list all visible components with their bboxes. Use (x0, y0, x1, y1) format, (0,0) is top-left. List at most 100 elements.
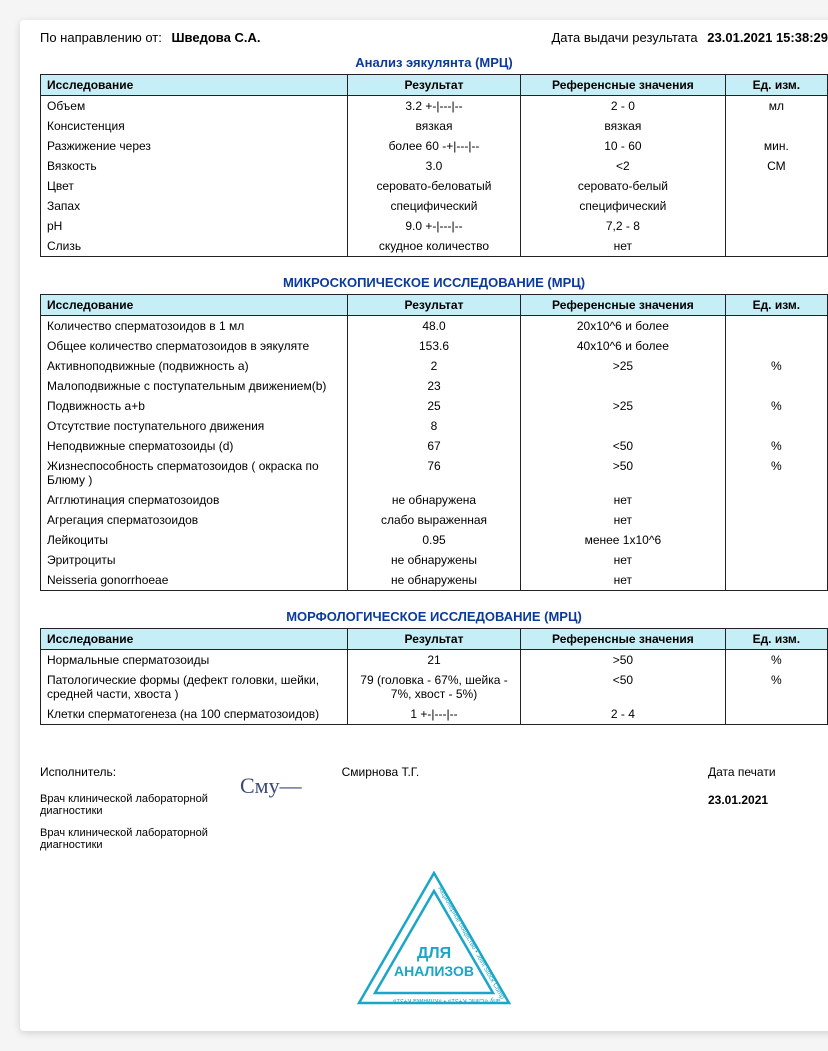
col-reference: Референсные значения (521, 295, 726, 316)
table-cell: 0.95 (347, 530, 520, 550)
table-cell: нет (521, 236, 726, 257)
table-cell: нет (521, 570, 726, 591)
table-cell: 40x10^6 и более (521, 336, 726, 356)
table-cell: мл (725, 96, 827, 117)
table-cell: нет (521, 550, 726, 570)
table-row: Агрегация сперматозоидовслабо выраженная… (41, 510, 828, 530)
col-unit: Ед. изм. (725, 75, 827, 96)
table-cell: Неподвижные сперматозоиды (d) (41, 436, 348, 456)
table-cell (725, 570, 827, 591)
date-block: Дата выдачи результата 23.01.2021 15:38:… (551, 30, 828, 45)
table-cell: % (725, 396, 827, 416)
table-row: Лейкоциты0.95менее 1x10^6 (41, 530, 828, 550)
table-row: Количество сперматозоидов в 1 мл48.020x1… (41, 316, 828, 337)
table-cell: менее 1x10^6 (521, 530, 726, 550)
section1-table: Исследование Результат Референсные значе… (40, 74, 828, 257)
role1: Врач клинической лабораторной диагностик… (40, 793, 210, 817)
table-cell: Общее количество сперматозоидов в эякуля… (41, 336, 348, 356)
table-cell: 20x10^6 и более (521, 316, 726, 337)
exec-name: Смирнова Т.Г. (342, 765, 420, 779)
table-cell: не обнаружены (347, 570, 520, 591)
stamp-text2: АНАЛИЗОВ (394, 963, 474, 979)
table-cell (725, 316, 827, 337)
table-cell: 25 (347, 396, 520, 416)
table-cell: 79 (головка - 67%, шейка - 7%, хвост - 5… (347, 670, 520, 704)
signature: Cму— (240, 773, 302, 851)
table-cell: >25 (521, 396, 726, 416)
from-value: Шведова С.А. (171, 30, 260, 45)
table-cell: 2 (347, 356, 520, 376)
date-value: 23.01.2021 15:38:29 (707, 30, 828, 45)
date-label: Дата выдачи результата (551, 30, 697, 45)
col-result: Результат (347, 629, 520, 650)
table-cell: специфический (521, 196, 726, 216)
table-cell: Лейкоциты (41, 530, 348, 550)
stamp-icon: ДЛЯ АНАЛИЗОВ Акционерное общество • Join… (349, 863, 519, 1013)
col-result: Результат (347, 75, 520, 96)
footer-left: Исполнитель: Врач клинической лабораторн… (40, 765, 210, 851)
table-row: Активноподвижные (подвижность а)2>25% (41, 356, 828, 376)
table-row: Нормальные сперматозоиды21>50% (41, 650, 828, 671)
table-cell: Запах (41, 196, 348, 216)
col-unit: Ед. изм. (725, 295, 827, 316)
table-cell: <50 (521, 670, 726, 704)
table-cell (521, 376, 726, 396)
table-cell: Отсутствие поступательного движения (41, 416, 348, 436)
col-name: Исследование (41, 629, 348, 650)
table-cell: Патологические формы (дефект головки, ше… (41, 670, 348, 704)
footer: Исполнитель: Врач клинической лабораторн… (40, 765, 828, 851)
table-row: pH9.0 +-|---|--7,2 - 8 (41, 216, 828, 236)
exec-label: Исполнитель: (40, 765, 210, 779)
table-cell: Подвижность a+b (41, 396, 348, 416)
table-cell: нет (521, 510, 726, 530)
table-row: Neisseria gonorrhoeaeне обнаруженынет (41, 570, 828, 591)
table-cell: 3.2 +-|---|-- (347, 96, 520, 117)
col-reference: Референсные значения (521, 75, 726, 96)
table-cell (725, 236, 827, 257)
table-cell: 8 (347, 416, 520, 436)
table-row: Слизьскудное количествонет (41, 236, 828, 257)
table-cell: вязкая (521, 116, 726, 136)
table-cell: СМ (725, 156, 827, 176)
section2-title: МИКРОСКОПИЧЕСКОЕ ИССЛЕДОВАНИЕ (МРЦ) (40, 275, 828, 290)
table-cell: Агрегация сперматозоидов (41, 510, 348, 530)
table-row: Жизнеспособность сперматозоидов ( окраск… (41, 456, 828, 490)
table-row: Запахспецифическийспецифический (41, 196, 828, 216)
table-cell (725, 704, 827, 725)
table-cell: % (725, 356, 827, 376)
table-cell: Малоподвижные с поступательным движением… (41, 376, 348, 396)
section3-table: Исследование Результат Референсные значе… (40, 628, 828, 725)
table-cell: вязкая (347, 116, 520, 136)
table-cell: 10 - 60 (521, 136, 726, 156)
table-cell: Разжижение через (41, 136, 348, 156)
table-cell: 3.0 (347, 156, 520, 176)
table-cell: Эритроциты (41, 550, 348, 570)
table-cell (725, 196, 827, 216)
table-cell: 9.0 +-|---|-- (347, 216, 520, 236)
table-row: Объем3.2 +-|---|--2 - 0мл (41, 96, 828, 117)
table-row: Малоподвижные с поступательным движением… (41, 376, 828, 396)
col-reference: Референсные значения (521, 629, 726, 650)
table-row: Отсутствие поступательного движения8 (41, 416, 828, 436)
col-name: Исследование (41, 75, 348, 96)
table-row: Цветсеровато-беловатыйсеровато-белый (41, 176, 828, 196)
table-cell: Слизь (41, 236, 348, 257)
table-cell: Консистенция (41, 116, 348, 136)
col-unit: Ед. изм. (725, 629, 827, 650)
table-cell: скудное количество (347, 236, 520, 257)
table-cell: Количество сперматозоидов в 1 мл (41, 316, 348, 337)
table-cell (521, 416, 726, 436)
table-row: Консистенциявязкаявязкая (41, 116, 828, 136)
table-cell: более 60 -+|---|-- (347, 136, 520, 156)
footer-right: Дата печати 23.01.2021 (708, 765, 828, 851)
table-cell (725, 490, 827, 510)
table-cell: 76 (347, 456, 520, 490)
table-cell: <2 (521, 156, 726, 176)
table-row: Вязкость3.0<2СМ (41, 156, 828, 176)
header-row: По направлению от: Шведова С.А. Дата выд… (40, 30, 828, 45)
table-cell: Объем (41, 96, 348, 117)
table-cell: >50 (521, 650, 726, 671)
medical-report-page: По направлению от: Шведова С.А. Дата выд… (20, 20, 828, 1031)
table-cell: >25 (521, 356, 726, 376)
table-cell: серовато-беловатый (347, 176, 520, 196)
